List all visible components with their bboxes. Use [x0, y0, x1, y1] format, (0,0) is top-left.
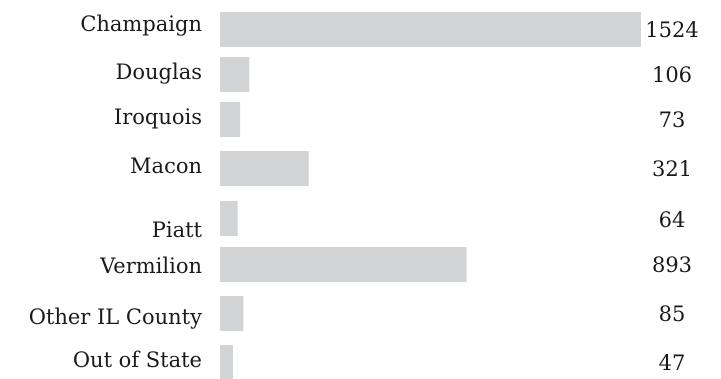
value-label: 321 [651, 157, 693, 181]
value-label: 47 [658, 351, 686, 375]
category-label: Champaign [80, 12, 202, 36]
bar-douglas [220, 57, 250, 92]
value-label: 893 [651, 253, 693, 277]
value-label: 85 [658, 302, 686, 326]
bar-macon [220, 151, 309, 186]
category-label: Piatt [151, 218, 202, 242]
bar-other-il-county [220, 296, 244, 331]
value-label: 106 [651, 63, 693, 87]
bar-piatt [220, 201, 238, 236]
category-label: Other IL County [28, 305, 202, 329]
category-label: Vermilion [100, 254, 202, 278]
category-label: Macon [130, 154, 202, 178]
value-label: 64 [658, 208, 686, 232]
value-label: 73 [658, 108, 686, 132]
category-label: Iroquois [113, 105, 202, 129]
value-label: 1524 [645, 18, 699, 42]
bar-vermilion [220, 247, 467, 282]
bar-champaign [220, 12, 641, 47]
bar-out-of-state [220, 345, 233, 379]
category-label: Douglas [115, 60, 202, 84]
bar-iroquois [220, 102, 241, 137]
category-label: Out of State [72, 348, 202, 372]
